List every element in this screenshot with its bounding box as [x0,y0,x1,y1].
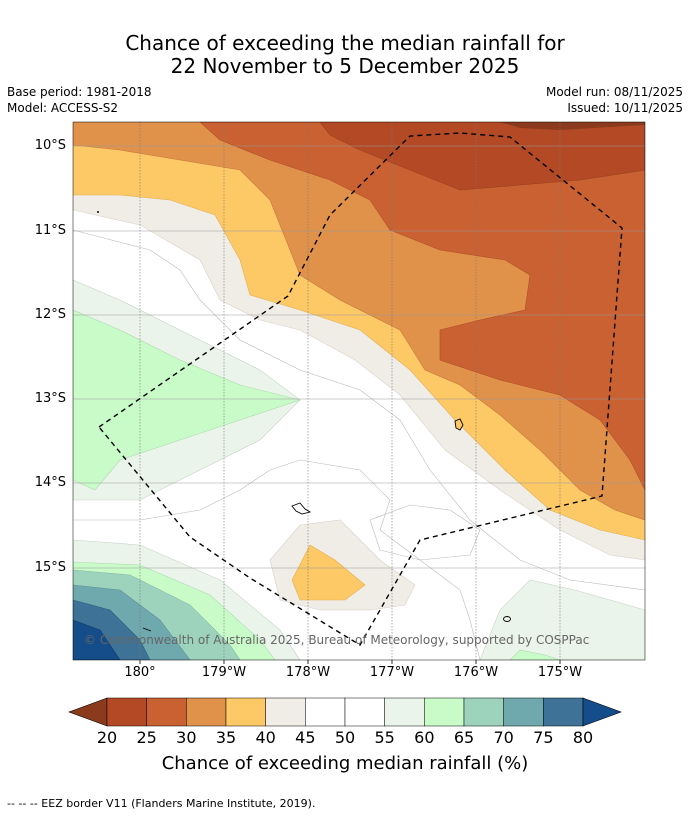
colorbar-swatch [424,697,465,727]
contour-55-60-se [479,579,645,660]
eez-footnote: -- -- -- EEZ border V11 (Flanders Marine… [7,797,316,810]
lon-label-180: 180° [124,665,156,680]
contour-60-65-west [73,309,302,491]
eez-border [97,132,623,646]
lon-label-179w: 179°W [201,665,247,680]
colorbar-tick-label: 35 [215,728,237,747]
meta-left: Base period: 1981-2018 Model: ACCESS-S2 [7,84,152,116]
island-3 [503,616,511,622]
contour-35-40-south [291,544,366,601]
lon-label-177w: 177°W [369,665,415,680]
colorbar-tick-label: 30 [176,728,197,747]
island-4 [142,627,152,632]
colorbar-swatch [186,697,227,727]
issued-date: Issued: 10/11/2025 [567,101,683,115]
colorbar-swatch [146,697,187,727]
colorbar-tick-label: 80 [572,728,594,747]
island-5 [97,211,99,213]
contour-line-1 [73,229,645,591]
contour-line-3 [369,504,481,561]
colorbar-swatch [384,697,425,727]
contour-80-plus-sw [73,619,121,660]
colorbar-tick-label: 40 [255,728,276,747]
colorbar-tick-label: 60 [414,728,435,747]
colorbar-tick-label: 25 [136,728,157,747]
colorbar-swatch [106,697,147,727]
colorbar-title: Chance of exceeding median rainfall (%) [161,753,529,774]
colorbar-tick-label: 45 [295,728,316,747]
colorbar [68,697,622,727]
lat-label-12s: 12°S [34,307,66,322]
meta-right: Model run: 08/11/2025 Issued: 10/11/2025 [546,84,683,116]
lon-label-175w: 175°W [537,665,583,680]
colorbar-tick-label: 70 [493,728,514,747]
colorbar-swatch [463,697,504,727]
lat-label-11s: 11°S [34,223,66,238]
title-line-1: Chance of exceeding the median rainfall … [125,31,565,55]
lon-label-176w: 176°W [453,665,499,680]
colorbar-tick-label: 20 [96,728,118,747]
map-frame [72,121,646,661]
lat-label-13s: 13°S [34,391,66,406]
map-title: Chance of exceeding the median rainfall … [0,32,690,78]
colorbar-arrow-high [582,697,622,727]
colorbar-swatch [225,697,266,727]
contour-20-25-top [319,122,645,191]
colorbar-tick-label: 65 [453,728,475,747]
axis-ticks [139,660,561,664]
model-run: Model run: 08/11/2025 [545,85,683,99]
map-grid [139,122,561,660]
colorbar-swatch [344,697,385,727]
colorbar-arrow-low [68,697,108,727]
colorbar-swatch [503,697,544,727]
colorbar-tick-label: 50 [334,728,356,747]
lat-label-10s: 10°S [34,138,66,153]
model-name: Model: ACCESS-S2 [7,101,119,115]
title-line-2: 22 November to 5 December 2025 [170,54,520,78]
colorbar-tick-label: 75 [533,728,554,747]
copyright-notice: © Commonwealth of Australia 2025, Bureau… [84,633,590,647]
island-1 [291,502,312,515]
colorbar-swatch [265,697,306,727]
lat-label-15s: 15°S [34,560,66,575]
colorbar-swatch [305,697,346,727]
base-period: Base period: 1981-2018 [7,85,152,99]
colorbar-swatch [543,697,584,727]
lon-label-178w: 178°W [285,665,331,680]
lat-grid [73,145,645,569]
contour-line-2 [73,459,481,660]
lat-label-14s: 14°S [34,475,66,490]
contour-60-65-se [509,649,561,660]
colorbar-tick-label: 55 [374,728,395,747]
island-2 [454,418,464,431]
contour-below-20-top [500,122,645,130]
map-contours [73,122,645,660]
